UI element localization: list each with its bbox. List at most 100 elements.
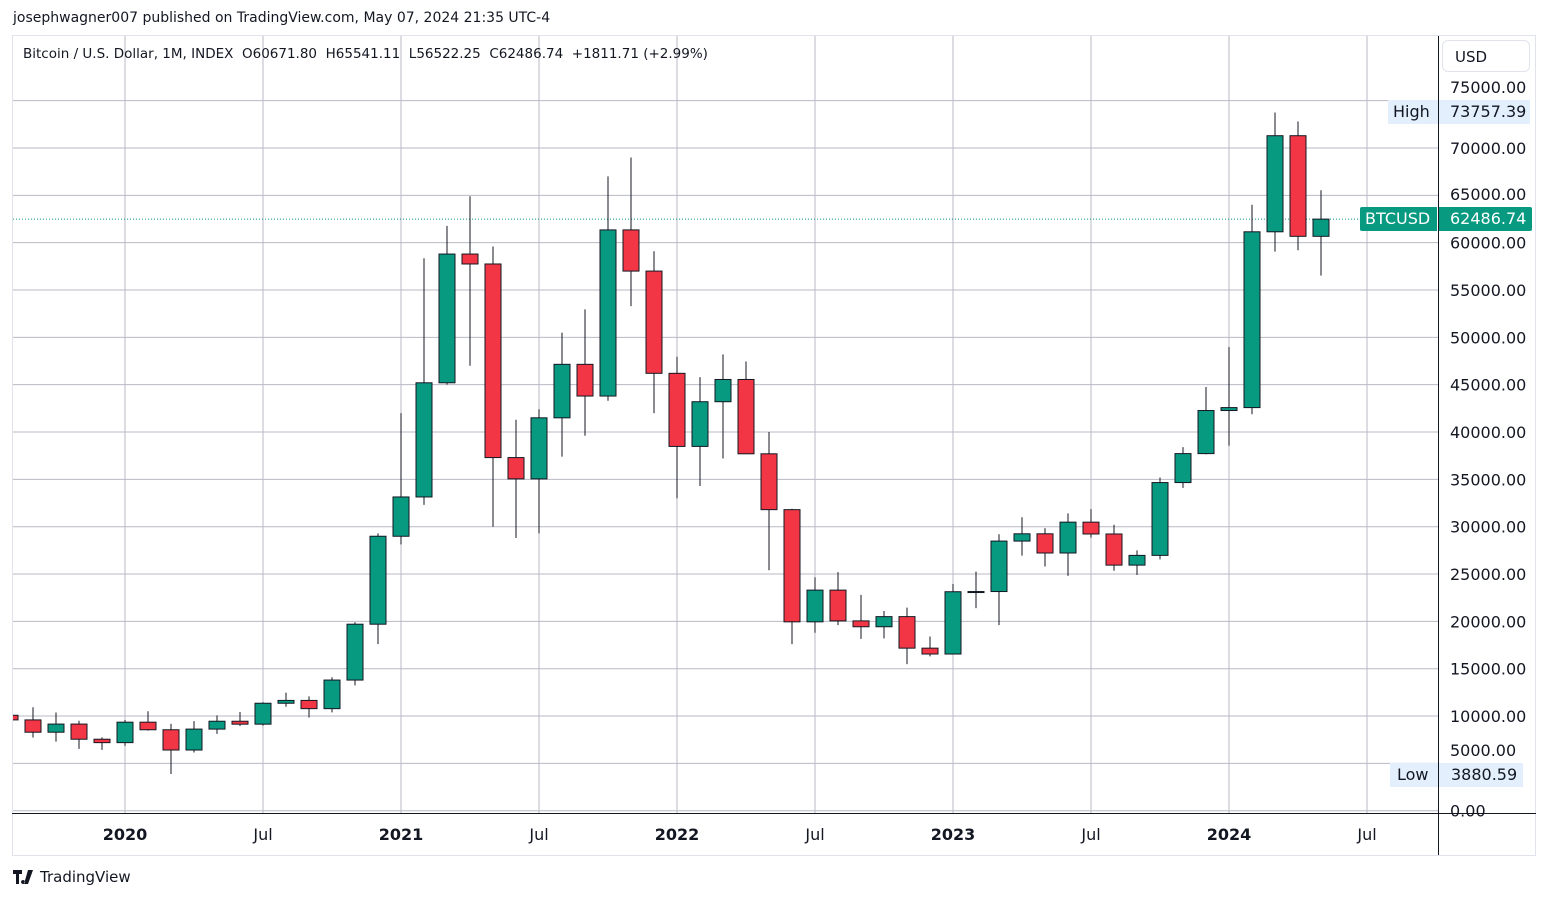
y-tick-label: 40000.00 <box>1450 423 1526 442</box>
candle-body <box>1151 482 1169 556</box>
candle-2021-02 <box>415 258 433 505</box>
candle-body <box>185 728 203 751</box>
candle-2023-08 <box>1105 524 1123 571</box>
candle-body <box>369 535 387 625</box>
candle-2020-08 <box>277 692 295 707</box>
y-tick-label: 60000.00 <box>1450 234 1526 253</box>
candle-body <box>93 738 111 744</box>
candle-2020-01 <box>116 720 134 746</box>
x-tick-label: 2020 <box>103 825 148 844</box>
candle-body <box>139 721 157 731</box>
candle-2022-07 <box>806 577 824 633</box>
y-tick-label: 65000.00 <box>1450 185 1526 204</box>
candle-body <box>254 702 272 725</box>
candle-body <box>24 719 42 733</box>
tradingview-logo-icon <box>13 870 33 884</box>
candle-2019-10 <box>47 712 65 742</box>
y-tick-label: 35000.00 <box>1450 470 1526 489</box>
candle-body <box>1312 218 1330 237</box>
symbol-tag: BTCUSD <box>1360 207 1437 231</box>
tradingview-logo[interactable]: TradingView <box>13 868 131 886</box>
candle-2023-11 <box>1174 447 1192 488</box>
candle-2019-11 <box>70 720 88 749</box>
candle-2020-06 <box>231 712 249 727</box>
y-tick-label: 50000.00 <box>1450 328 1526 347</box>
candle-body <box>1128 554 1146 566</box>
candle-body <box>415 382 433 498</box>
candle-2021-12 <box>645 251 663 414</box>
candle-body <box>645 270 663 374</box>
candle-2020-12 <box>369 533 387 645</box>
candle-2023-04 <box>1013 517 1031 556</box>
candle-2022-04 <box>737 361 755 455</box>
candle-body <box>116 721 134 744</box>
candle-body <box>1059 521 1077 554</box>
candle-2020-02 <box>139 711 157 731</box>
candle-body <box>162 729 180 751</box>
candle-2023-07 <box>1082 509 1100 538</box>
candle-2020-11 <box>346 622 364 686</box>
candle-body <box>921 647 939 655</box>
x-tick-label: Jul <box>1080 825 1100 844</box>
change-value: +1811.71 (+2.99%) <box>571 46 708 62</box>
publisher-line: josephwagner007 published on TradingView… <box>13 10 551 26</box>
candle-2021-09 <box>576 309 594 436</box>
candle-2021-08 <box>553 332 571 457</box>
candle-body <box>1289 135 1307 237</box>
candle-body <box>875 616 893 628</box>
candle-body <box>898 616 916 649</box>
candle-2020-07 <box>254 702 272 726</box>
candle-2023-05 <box>1036 528 1054 567</box>
candle-2019-08 <box>13 714 19 721</box>
candle-2021-04 <box>461 196 479 366</box>
candle-body <box>323 679 341 710</box>
candle-body <box>231 720 249 725</box>
candle-body <box>714 378 732 403</box>
candle-body <box>461 253 479 265</box>
candle-body <box>1013 533 1031 542</box>
candle-2024-05 <box>1312 190 1330 276</box>
candle-body <box>852 620 870 628</box>
y-tick-label: 5000.00 <box>1450 741 1516 760</box>
candle-2021-10 <box>599 176 617 401</box>
candle-2022-06 <box>783 508 801 645</box>
candle-2020-09 <box>300 696 318 718</box>
candle-2022-05 <box>760 432 778 571</box>
candle-body <box>990 540 1008 593</box>
candle-2021-06 <box>507 419 525 539</box>
candle-body <box>300 699 318 710</box>
candle-body <box>1197 410 1215 455</box>
candle-2022-02 <box>691 377 709 486</box>
close-value: C62486.74 <box>489 46 564 62</box>
open-value: O60671.80 <box>241 46 318 62</box>
candle-2020-05 <box>208 715 226 734</box>
candle-2023-01 <box>944 583 962 655</box>
candle-2022-03 <box>714 354 732 459</box>
ohlc-legend: Bitcoin / U.S. Dollar, 1M, INDEX O60671.… <box>23 46 708 62</box>
candle-2023-09 <box>1128 550 1146 575</box>
candle-body <box>277 699 295 704</box>
candles <box>13 112 1330 774</box>
high-label: High <box>1388 100 1438 124</box>
candle-2023-10 <box>1151 477 1169 560</box>
symbol-title: Bitcoin / U.S. Dollar, 1M, INDEX <box>23 46 234 62</box>
candle-2020-03 <box>162 723 180 774</box>
candle-2019-09 <box>24 707 42 738</box>
candle-2024-04 <box>1289 121 1307 251</box>
currency-button[interactable]: USD <box>1442 40 1530 72</box>
candle-body <box>70 723 88 740</box>
y-tick-label: 20000.00 <box>1450 612 1526 631</box>
candle-body <box>668 372 686 447</box>
logo-text: TradingView <box>40 868 131 886</box>
candle-body <box>783 509 801 623</box>
candle-2021-01 <box>392 413 410 545</box>
candle-2023-06 <box>1059 513 1077 576</box>
x-tick-label: Jul <box>528 825 548 844</box>
y-tick-label: 15000.00 <box>1450 660 1526 679</box>
candle-2020-10 <box>323 677 341 713</box>
y-tick-label: 70000.00 <box>1450 139 1526 158</box>
y-tick-label: 0.00 <box>1450 802 1486 821</box>
candle-body <box>967 591 985 594</box>
candle-body <box>1266 135 1284 233</box>
